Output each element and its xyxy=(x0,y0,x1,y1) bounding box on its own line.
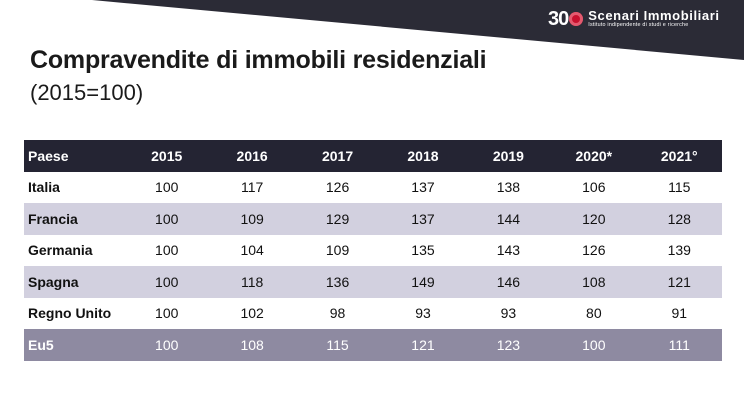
data-table: Paese 2015 2016 2017 2018 2019 2020* 2021° Ital… xyxy=(24,140,722,361)
page-title: Compravendite di immobili residenziali xyxy=(30,46,487,74)
table-cell: 102 xyxy=(240,305,264,322)
table-row: Regno Unito 100 102 98 93 93 80 91 xyxy=(24,298,722,330)
table-cell: 144 xyxy=(496,210,521,227)
column-header-1: 2015 xyxy=(151,147,183,164)
table-cell: 135 xyxy=(411,242,435,259)
column-header-paese: Paese xyxy=(28,147,69,164)
table-cell: 126 xyxy=(325,179,350,196)
table-cell: 126 xyxy=(582,242,606,259)
table-cell: 123 xyxy=(496,336,521,353)
table-cell: 115 xyxy=(668,179,691,196)
row-label: Eu5 xyxy=(28,336,54,353)
table-cell: 91 xyxy=(671,305,688,322)
table-cell: 149 xyxy=(411,273,435,290)
logo-tagline: Istituto indipendente di studi e ricerch… xyxy=(588,22,689,28)
table-cell: 93 xyxy=(415,305,431,322)
table-cell: 100 xyxy=(155,273,179,290)
logo-name: Scenari Immobiliari xyxy=(588,8,720,23)
table-cell: 98 xyxy=(329,305,346,322)
table-cell: 100 xyxy=(155,242,179,259)
table-row: Francia 100 109 129 137 144 120 128 xyxy=(24,203,722,235)
table-row: Eu5 100 108 115 121 123 100 111 xyxy=(24,329,722,361)
table-cell: 121 xyxy=(411,336,435,353)
table-row: Germania 100 104 109 135 143 126 139 xyxy=(24,235,722,267)
header-row: Paese 2015 2016 2017 2018 2019 2020* 2021° xyxy=(24,140,722,172)
logo-number: 30 xyxy=(548,8,569,30)
column-header-5: 2019 xyxy=(492,147,524,164)
table-cell: 100 xyxy=(155,336,179,353)
logo: 30 Scenari Immobiliari Istituto indipend… xyxy=(548,8,740,30)
logo-text: Scenari Immobiliari Istituto indipendent… xyxy=(588,9,719,29)
table-cell: 128 xyxy=(667,210,691,227)
table-cell: 109 xyxy=(325,242,350,259)
page-subtitle: (2015=100) xyxy=(30,80,144,105)
column-header-7: 2021° xyxy=(660,147,698,164)
table-cell: 100 xyxy=(155,210,179,227)
table-cell: 120 xyxy=(582,210,606,227)
table-cell: 117 xyxy=(240,179,264,196)
row-label: Germania xyxy=(28,242,93,259)
table-cell: 115 xyxy=(326,336,349,353)
table-cell: 129 xyxy=(325,210,350,227)
table-cell: 139 xyxy=(667,242,691,259)
table-cell: 108 xyxy=(240,336,264,353)
row-label: Francia xyxy=(28,210,78,227)
table-cell: 100 xyxy=(582,336,606,353)
table-row: Spagna 100 118 136 149 146 108 121 xyxy=(24,266,722,298)
logo-circle-icon xyxy=(569,12,584,26)
table-cell: 121 xyxy=(667,273,691,290)
table-cell: 100 xyxy=(155,305,179,322)
table-cell: 137 xyxy=(411,210,435,227)
table-cell: 118 xyxy=(240,273,264,290)
table-cell: 104 xyxy=(240,242,264,259)
row-label: Spagna xyxy=(28,273,79,290)
table-cell: 80 xyxy=(586,305,602,322)
table-header: Paese 2015 2016 2017 2018 2019 2020* 2021° xyxy=(24,140,722,172)
table-row: Italia 100 117 126 137 138 106 115 xyxy=(24,172,722,204)
column-header-2: 2016 xyxy=(236,147,268,164)
table-cell: 100 xyxy=(155,179,179,196)
table-cell: 111 xyxy=(668,336,690,353)
column-header-4: 2018 xyxy=(407,147,439,164)
table-cell: 108 xyxy=(582,273,606,290)
table-cell: 137 xyxy=(411,179,435,196)
table-cell: 106 xyxy=(582,179,606,196)
table-body: Italia 100 117 126 137 138 106 115 Francia 100 109… xyxy=(24,172,722,361)
row-label: Regno Unito xyxy=(28,305,112,322)
table-cell: 109 xyxy=(240,210,264,227)
table-cell: 138 xyxy=(496,179,521,196)
column-header-6: 2020* xyxy=(575,147,613,164)
table-cell: 143 xyxy=(496,242,521,259)
table-cell: 93 xyxy=(500,305,517,322)
row-label: Italia xyxy=(28,179,60,196)
table-cell: 146 xyxy=(496,273,521,290)
table-cell: 136 xyxy=(325,273,350,290)
column-header-3: 2017 xyxy=(321,147,354,164)
